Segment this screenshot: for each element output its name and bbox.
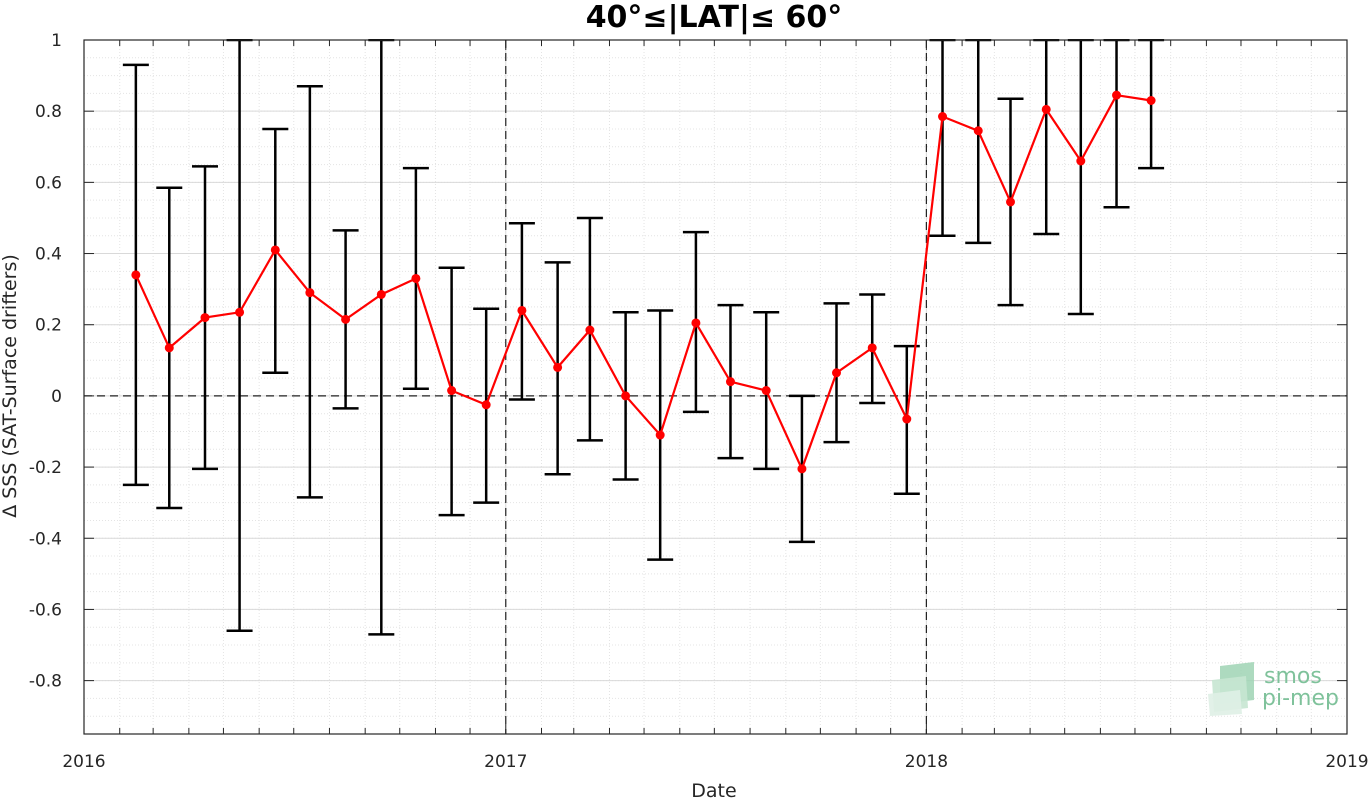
data-point [797,464,807,474]
data-point [831,368,841,378]
data-point [902,414,912,424]
logo-text-line1: smos [1264,664,1322,689]
data-point [1146,96,1156,106]
data-point [481,400,491,410]
x-tick-label: 2016 [62,752,105,772]
data-point [1041,104,1051,114]
chart-title: 40°≤|LAT|≤ 60° [586,0,843,35]
data-point [1006,197,1016,207]
y-tick-label: -0.4 [29,529,62,549]
x-tick-label: 2017 [484,752,527,772]
x-axis-label: Date [691,780,736,799]
data-point [305,288,315,298]
y-tick-label: 1 [51,31,62,51]
data-point [691,318,701,328]
data-point [585,325,595,335]
data-point [867,343,877,353]
data-point [517,305,527,315]
y-tick-label: 0 [51,387,62,407]
logo-mark-icon [1208,662,1254,716]
y-tick-label: -0.6 [29,600,62,620]
y-tick-label: 0.4 [35,245,62,265]
data-point [411,273,421,283]
axes [83,39,1348,735]
data-point [621,391,631,401]
data-series [131,90,1156,474]
x-tick-labels: 2016 2017 2018 2019 [62,752,1368,772]
data-point [341,314,351,324]
data-point [131,270,141,280]
y-tick-labels: -0.8 -0.6 -0.4 -0.2 0 0.2 0.4 0.6 0.8 1 [29,31,62,692]
plot-frame [83,39,1348,735]
y-tick-label: 0.6 [35,173,62,193]
data-point [447,386,457,396]
data-point [655,430,665,440]
series-line [134,93,1152,472]
data-point [200,313,210,323]
data-point [1112,90,1122,100]
y-tick-label: -0.8 [29,672,62,692]
reference-lines [84,40,1347,734]
smos-pi-mep-logo: smos pi-mep [1208,662,1339,716]
y-tick-label: 0.2 [35,316,62,336]
data-point [761,386,771,396]
data-point [164,343,174,353]
logo-text-line2: pi-mep [1262,686,1339,711]
error-bars [122,39,1165,636]
data-point [938,112,948,122]
major-grid [83,39,1348,734]
data-point [725,377,735,387]
data-point [270,245,280,255]
minor-grid [84,39,1347,734]
y-tick-label: -0.2 [29,458,62,478]
y-tick-label: 0.8 [35,102,62,122]
y-axis-label: Δ SSS (SAT-Surface drifters) [0,254,21,518]
x-tick-label: 2018 [905,752,948,772]
data-point [235,307,245,317]
data-point [973,126,983,136]
x-tick-label: 2019 [1325,752,1368,772]
data-point [553,362,563,372]
data-point [376,289,386,299]
data-point [1076,156,1086,166]
